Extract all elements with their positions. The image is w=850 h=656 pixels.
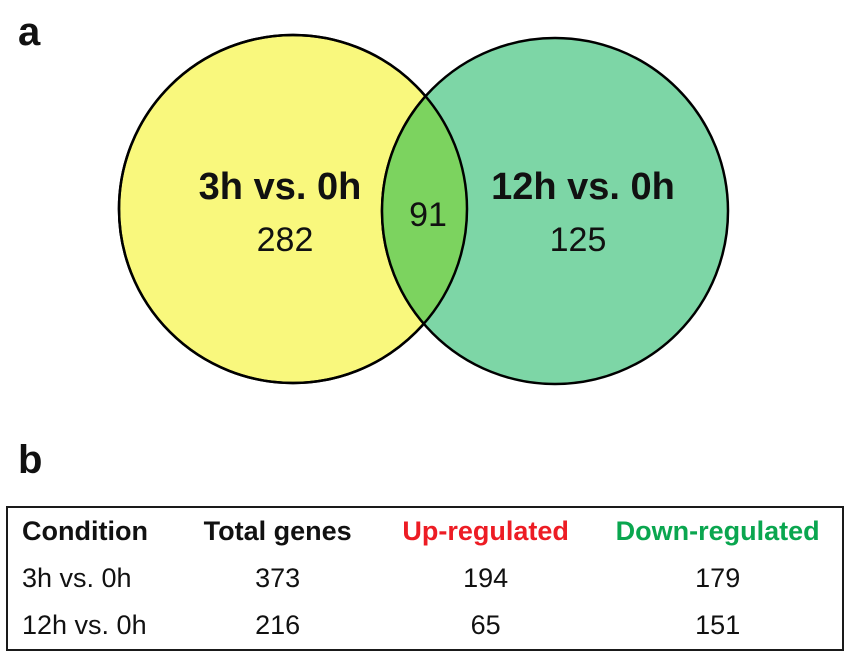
venn-circle-3h-outline xyxy=(117,33,469,385)
cell-down: 151 xyxy=(695,610,741,640)
cell-up: 194 xyxy=(463,562,509,593)
table-row: 12h vs. 0h 216 65 151 xyxy=(7,602,843,650)
venn-count-overlap: 91 xyxy=(409,196,447,234)
venn-overlap-region xyxy=(380,36,467,383)
cell-condition: 3h vs. 0h xyxy=(22,562,132,593)
panel-b-label: b xyxy=(18,438,43,482)
table-header-row: Condition Total genes Up-regulated Down-… xyxy=(7,507,843,554)
panel-a-label: a xyxy=(18,10,41,54)
venn-count-3h: 282 xyxy=(257,221,314,259)
venn-label-3h: 3h vs. 0h xyxy=(199,166,362,208)
cell-up: 65 xyxy=(470,610,501,640)
header-up-regulated: Up-regulated xyxy=(402,515,569,546)
header-condition: Condition xyxy=(22,515,148,546)
header-total-genes: Total genes xyxy=(203,515,352,546)
venn-count-12h: 125 xyxy=(550,221,607,259)
venn-label-12h: 12h vs. 0h xyxy=(491,166,675,208)
table-row: 3h vs. 0h 373 194 179 xyxy=(7,554,843,602)
cell-total: 373 xyxy=(255,562,301,593)
header-down-regulated: Down-regulated xyxy=(615,515,820,546)
cell-down: 179 xyxy=(695,562,741,593)
cell-total: 216 xyxy=(255,610,301,640)
cell-condition: 12h vs. 0h xyxy=(22,610,147,640)
gene-stats-table: Condition Total genes Up-regulated Down-… xyxy=(6,506,844,651)
venn-diagram: 3h vs. 0h 282 91 12h vs. 0h 125 xyxy=(117,33,730,386)
